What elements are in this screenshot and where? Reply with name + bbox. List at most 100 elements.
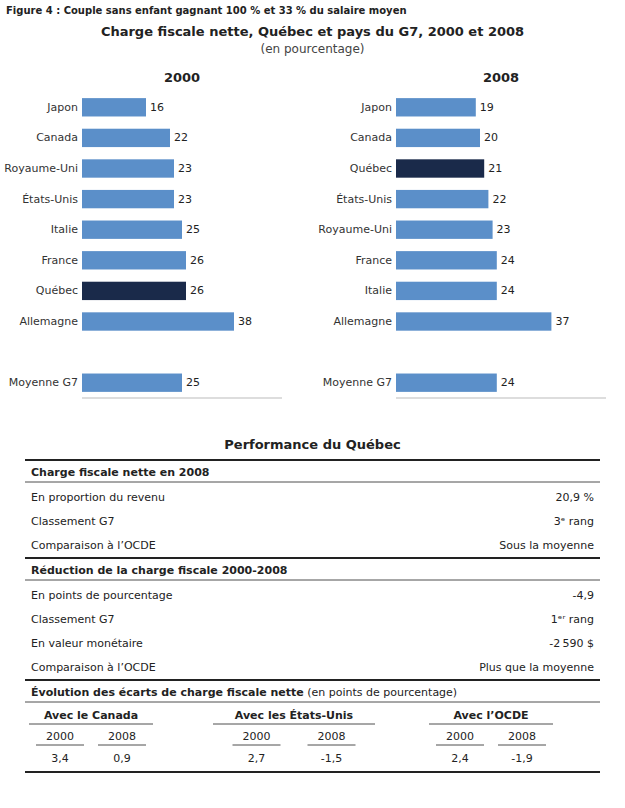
bar	[82, 251, 186, 269]
year-underline	[233, 745, 281, 746]
bar	[396, 98, 476, 116]
row-label: Comparaison à l’OCDE	[31, 661, 156, 674]
bar	[396, 251, 497, 269]
data-label: 24	[501, 284, 515, 297]
bars	[396, 98, 551, 392]
figure: Figure 4 : Couple sans enfant gagnant 10…	[0, 0, 625, 808]
data-label: 23	[497, 223, 511, 236]
comparison-value: 3,4	[51, 752, 69, 765]
category-label: Japon	[46, 101, 78, 114]
chart-title: 2000	[164, 70, 200, 85]
data-label: 24	[501, 254, 515, 267]
bar	[396, 159, 484, 177]
data-label: 26	[190, 284, 204, 297]
year-header: 2000	[243, 730, 271, 743]
data-label: 38	[238, 315, 252, 328]
comparison-value: -1,9	[511, 752, 532, 765]
year-underline	[36, 745, 84, 746]
table-rule	[25, 557, 600, 559]
category-label: Allemagne	[333, 315, 392, 328]
category-label: France	[355, 254, 392, 267]
row-value: -2 590 $	[549, 637, 594, 650]
row-label: En proportion du revenu	[31, 491, 165, 504]
bar-chart: 2000Japon16Canada22Royaume-Uni23États-Un…	[4, 70, 282, 398]
row-value: Plus que la moyenne	[479, 661, 594, 674]
data-label: 19	[480, 101, 494, 114]
bar	[396, 129, 480, 147]
subtitle: (en pourcentage)	[260, 42, 364, 56]
year-underline	[436, 745, 484, 746]
data-label: 25	[186, 223, 200, 236]
comparison-value: 0,9	[113, 752, 131, 765]
row-label: En points de pourcentage	[31, 589, 173, 602]
category-label: Royaume-Uni	[4, 162, 78, 175]
year-header: 2008	[508, 730, 536, 743]
row-label: En valeur monétaire	[31, 637, 143, 650]
data-label: 37	[555, 315, 569, 328]
title: Charge fiscale nette, Québec et pays du …	[101, 24, 524, 39]
category-label: États-Unis	[336, 193, 392, 206]
category-label: Québec	[350, 162, 392, 175]
bar	[396, 190, 488, 208]
row-value: 1ᵉʳ rang	[551, 613, 594, 626]
data-label: 20	[484, 131, 498, 144]
year-underline	[498, 745, 546, 746]
category-label: Québec	[36, 284, 78, 297]
data-label: 26	[190, 254, 204, 267]
performance-table: Performance du QuébecCharge fiscale nett…	[25, 437, 600, 772]
bar	[82, 190, 174, 208]
category-label: Italie	[51, 223, 78, 236]
data-label: 25	[186, 376, 200, 389]
bar	[396, 312, 551, 330]
table-rule	[25, 482, 600, 483]
year-underline	[308, 745, 356, 746]
category-label: Royaume-Uni	[318, 223, 392, 236]
table-rule	[25, 771, 600, 773]
comparison-value: 2,4	[451, 752, 469, 765]
year-header: 2008	[318, 730, 346, 743]
data-label: 22	[492, 193, 506, 206]
category-label: Italie	[365, 284, 392, 297]
row-value: Sous la moyenne	[499, 539, 594, 552]
bar	[82, 312, 234, 330]
comparison-value: 2,7	[248, 752, 266, 765]
x-axis-line	[396, 398, 606, 399]
bars	[82, 98, 234, 392]
bar	[82, 98, 146, 116]
section-header: Charge fiscale nette en 2008	[31, 466, 209, 479]
row-value: 3ᵉ rang	[554, 515, 594, 528]
table-rule	[25, 459, 600, 461]
year-underline	[98, 745, 146, 746]
figure-label: Figure 4 : Couple sans enfant gagnant 10…	[6, 5, 407, 16]
column-underline	[429, 724, 553, 725]
category-label: Canada	[350, 131, 392, 144]
row-label: Comparaison à l’OCDE	[31, 539, 156, 552]
column-header: Avec les États-Unis	[235, 709, 354, 722]
x-axis-line	[82, 398, 282, 399]
bar	[82, 159, 174, 177]
category-label: France	[41, 254, 78, 267]
bar	[396, 282, 497, 300]
row-value: 20,9 %	[556, 491, 594, 504]
data-label: 23	[178, 162, 192, 175]
column-header: Avec le Canada	[44, 709, 138, 722]
section-header-bold: Évolution des écarts de charge fiscale n…	[31, 686, 304, 699]
bar	[82, 374, 182, 392]
bar	[396, 374, 497, 392]
data-label: 23	[178, 193, 192, 206]
comparison-value: -1,5	[321, 752, 342, 765]
bar	[396, 221, 493, 239]
chart-title: 2008	[483, 70, 519, 85]
category-label: Japon	[360, 101, 392, 114]
section-header: Réduction de la charge fiscale 2000-2008	[31, 564, 287, 577]
data-label: 22	[174, 131, 188, 144]
column-underline	[29, 724, 153, 725]
table-rule	[25, 702, 600, 703]
row-value: -4,9	[573, 589, 594, 602]
row-label: Classement G7	[31, 613, 115, 626]
category-label: Allemagne	[19, 315, 78, 328]
column-underline	[213, 724, 375, 725]
section-header: Évolution des écarts de charge fiscale n…	[31, 686, 457, 699]
row-label: Classement G7	[31, 515, 115, 528]
bar	[82, 129, 170, 147]
